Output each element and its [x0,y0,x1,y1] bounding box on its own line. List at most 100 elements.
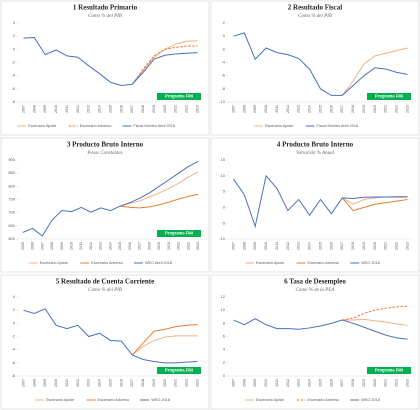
panel [210,274,420,410]
x-tick-label: 2012 [286,379,290,387]
annotation-box [367,93,411,100]
y-tick-label: 12 [221,294,226,299]
x-tick-label: 2018 [351,105,355,113]
x-tick-label: 2013 [297,105,301,113]
y-tick-label: -2 [221,46,225,51]
y-tick-label: 0 [13,320,16,325]
x-tick-label: 2016 [128,242,132,250]
x-tick-label: 2013 [99,242,103,250]
x-tick-label: 2009 [43,379,47,387]
y-tick-label: 6 [223,334,226,339]
x-tick-label: 2007 [40,242,44,250]
chart-title: 1 Resultado Primario [73,4,138,12]
x-tick-label: 2021 [177,242,181,250]
x-tick-label: 2019 [152,105,156,113]
y-tick-label: 2 [223,20,226,25]
series-line [342,318,408,326]
x-tick-label: 2008 [242,105,246,113]
chart-title: 3 Producto Bruto Interno [67,141,144,149]
x-tick-label: 2012 [89,242,93,250]
x-tick-label: 2008 [242,379,246,387]
x-tick-label: 2008 [50,242,54,250]
x-tick-label: 2022 [186,242,190,250]
x-tick-label: 2014 [108,242,112,250]
legend-label: WEO 2018 [361,261,380,265]
x-tick-label: 2009 [253,105,257,113]
x-tick-label: 2011 [275,379,279,387]
x-tick-label: 2007 [231,242,235,250]
x-tick-label: 2010 [264,105,268,113]
legend-label: Fiscal Monitor Abril 2018 [133,124,175,128]
series-line [341,47,408,96]
x-tick-label: 2015 [118,242,122,250]
x-tick-label: 2009 [253,242,257,250]
x-tick-label: 2008 [32,105,36,113]
x-tick-label: 2023 [196,105,200,113]
x-tick-label: 2017 [130,105,134,113]
annotation: Programa FMI [165,231,193,236]
y-tick-label: -10 [219,99,226,104]
x-tick-label: 2020 [373,105,377,113]
x-tick-label: 2017 [138,242,142,250]
chart-subtitle: Como % del PIB [88,288,122,293]
annotation: Programa FMI [375,94,403,99]
y-tick-label: -2 [11,60,15,65]
y-tick-label: 0 [13,46,16,51]
x-tick-label: 2015 [318,379,322,387]
x-tick-label: 2023 [196,379,200,387]
x-tick-label: 2018 [147,242,151,250]
chart-title: 5 Resultado de Cuenta Corriente [56,278,154,286]
x-tick-label: 2007 [21,379,25,387]
series-line [342,195,408,205]
legend-label: Escenario Adverso [80,124,112,128]
legend-label: Escenario Adverso [98,398,130,402]
x-tick-label: 2016 [119,105,123,113]
x-tick-label: 2007 [21,105,25,113]
chart-subtitle: Como % del PIB [88,14,122,19]
legend-label: Escenario Ajuste [265,124,293,128]
x-tick-label: 2015 [318,242,322,250]
legend-label: WEO Abril 2018 [145,261,172,265]
x-tick-label: 2011 [65,379,69,387]
annotation-box [157,230,201,237]
x-tick-label: 2008 [242,242,246,250]
x-tick-label: 2021 [384,105,388,113]
x-tick-label: 2013 [87,379,91,387]
y-tick-label: 5 [223,189,226,194]
y-tick-label: -10 [219,236,226,241]
annotation-box [367,367,411,374]
y-tick-label: 2 [13,307,16,312]
x-tick-label: 2020 [163,105,167,113]
y-tick-label: -6 [221,73,225,78]
legend-label: Escenario Ajuste [46,398,74,402]
y-tick-label: 600 [8,236,15,241]
panel [0,274,210,410]
chart-subtitle: Como % de la PEA [296,288,336,293]
x-tick-label: 2023 [406,105,410,113]
legend-label: Escenario Adverso [308,261,340,265]
y-tick-label: 10 [221,173,226,178]
legend-label: Escenario Ajuste [40,261,68,265]
x-tick-label: 2005 [21,242,25,250]
x-tick-label: 2018 [351,242,355,250]
x-tick-label: 2023 [406,379,410,387]
y-tick-label: 0 [223,33,226,38]
series-line [233,32,408,96]
x-tick-label: 2013 [87,105,91,113]
x-tick-label: 2015 [108,105,112,113]
x-tick-label: 2012 [76,379,80,387]
y-tick-label: -6 [11,360,15,365]
x-tick-label: 2020 [373,379,377,387]
series-line [233,174,408,229]
x-tick-label: 2014 [98,379,102,387]
y-tick-label: -4 [221,60,225,65]
y-tick-label: 750 [8,197,15,202]
x-tick-label: 2007 [231,379,235,387]
x-tick-label: 2023 [406,242,410,250]
series-line [120,193,199,209]
x-tick-label: 2016 [329,105,333,113]
y-tick-label: -8 [221,86,225,91]
panel [0,137,210,273]
x-tick-label: 2022 [185,379,189,387]
